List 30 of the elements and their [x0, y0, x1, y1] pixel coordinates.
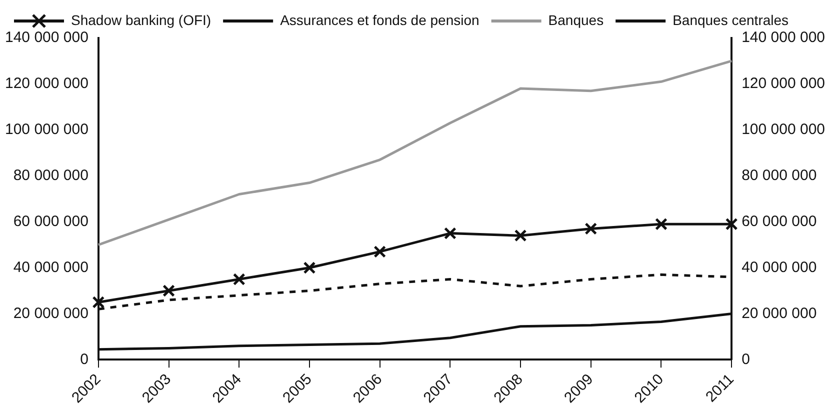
point — [232, 273, 246, 286]
legend-label: Banques — [548, 12, 604, 28]
y2-tick-label: 120 000 000 — [742, 75, 826, 92]
legend-label: Assurances et fonds de pension — [280, 12, 480, 28]
y-tick-label: 120 000 000 — [4, 75, 88, 92]
point — [92, 296, 105, 308]
point — [584, 222, 598, 235]
y2-tick-label: 100 000 000 — [742, 121, 826, 138]
y-tick-label: 100 000 000 — [4, 121, 88, 138]
y-tick-label: 40 000 000 — [13, 258, 88, 276]
y2-tick-label: 80 000 000 — [742, 167, 817, 184]
point — [162, 284, 175, 297]
y-tick-label: 60 000 000 — [13, 212, 88, 230]
y-tick-label: 140 000 000 — [4, 29, 88, 46]
point — [655, 218, 668, 230]
y2-tick-label: 0 — [742, 350, 750, 368]
y2-tick-label: 40 000 000 — [742, 258, 817, 276]
point — [444, 227, 456, 240]
point — [514, 229, 527, 242]
point — [725, 218, 738, 230]
legend-label: Shadow banking (OFI) — [71, 12, 212, 28]
y2-tick-label: 140 000 000 — [742, 29, 826, 46]
legend-label: Banques centrales — [672, 12, 789, 28]
y2-tick-label: 20 000 000 — [742, 304, 817, 322]
point — [374, 245, 386, 258]
y2-tick-label: 60 000 000 — [742, 212, 817, 230]
y-tick-label: 80 000 000 — [13, 167, 88, 184]
y-tick-label: 20 000 000 — [13, 304, 88, 322]
y-tick-label: 0 — [80, 350, 88, 368]
point — [303, 262, 316, 274]
